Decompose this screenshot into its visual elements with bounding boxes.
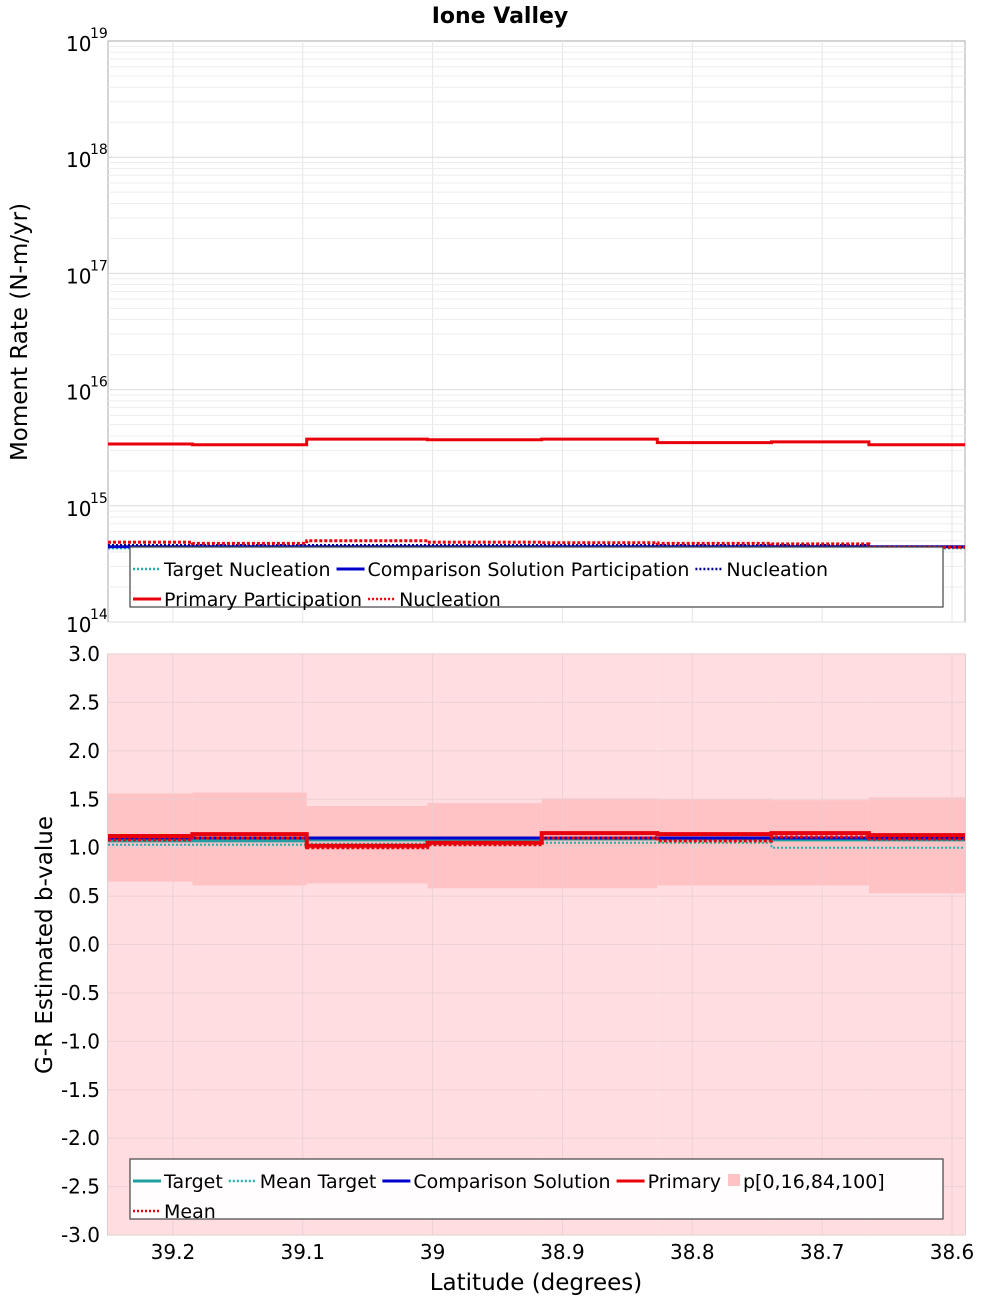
bottom-y-tick-label: 0.5 [68,884,100,908]
top-legend: Target Nucleation Comparison Solution Par… [129,546,944,611]
bottom-y-tick-label: 1.0 [68,836,100,860]
bottom-y-tick-label: 2.5 [68,690,100,714]
top-y-tick-exponent: 18 [90,142,108,158]
legend-entry-label: Mean [164,1201,216,1223]
legend-entry-label: Comparison Solution Participation [368,559,690,581]
bottom-y-tick-label: 3.0 [68,642,100,666]
x-tick-label: 38.7 [800,1240,845,1264]
top-y-tick-base: 10 [66,381,91,405]
x-tick-label: 39.1 [281,1240,326,1264]
top-y-tick-exponent: 17 [90,258,108,274]
chart-title: Ione Valley [432,4,569,29]
bottom-y-tick-label: -1.5 [61,1078,100,1102]
bottom-y-tick-label: 1.5 [68,787,100,811]
top-y-tick-base: 10 [66,32,91,56]
legend-entry-label: Nucleation [726,559,828,581]
x-tick-label: 39.2 [151,1240,196,1264]
legend-swatch-patch [728,1174,740,1186]
x-tick-label: 38.9 [540,1240,585,1264]
legend-entry-label: Target Nucleation [163,559,331,581]
bottom-y-tick-label: -3.0 [61,1223,100,1247]
top-y-tick-base: 10 [66,264,91,288]
bottom-y-tick-label: -2.5 [61,1175,100,1199]
bottom-y-axis-label: G-R Estimated b-value [32,816,58,1074]
bottom-y-tick-label: -1.0 [61,1029,100,1053]
top-plot-area [107,40,966,623]
legend-entry-label: Primary Participation [164,589,362,611]
bottom-legend: Target Mean Target Comparison Solution Prim… [129,1158,944,1223]
bottom-panel: 3.0 2.5 2.0 1.5 1.0 0.5 0.0 -0.5 -1.0 -1.5 -2.0 -2.… [32,642,974,1296]
bottom-y-tick-label: 2.0 [68,739,100,763]
bottom-y-tick-label: -0.5 [61,981,100,1005]
x-tick-label: 38.6 [930,1240,975,1264]
top-series-line [108,539,965,549]
bottom-x-ticks: 39.2 39.1 39 38.9 38.8 38.7 38.6 [151,1240,975,1264]
legend-entry-label: Target [163,1171,223,1193]
top-y-tick-exponent: 15 [90,491,108,507]
top-y-tick-base: 10 [66,148,91,172]
bottom-y-tick-label: -2.0 [61,1126,100,1150]
top-y-axis-label: Moment Rate (N-m/yr) [7,203,33,461]
band-16-84-rect [771,800,869,886]
legend-box [129,546,944,608]
legend-entry-label: Primary [648,1171,721,1193]
legend-entry-label: p[0,16,84,100] [743,1171,885,1193]
top-y-tick-exponent: 16 [90,375,108,391]
bottom-y-ticks: 3.0 2.5 2.0 1.5 1.0 0.5 0.0 -0.5 -1.0 -1.5 -2.0 -2.… [61,642,100,1247]
top-series-line [108,437,965,447]
legend-entry-label: Comparison Solution [413,1171,610,1193]
x-tick-label: 38.8 [670,1240,715,1264]
top-y-tick-exponent: 19 [90,26,108,42]
legend-entry-label: Mean Target [260,1171,377,1193]
top-y-tick-base: 10 [66,497,91,521]
legend-entry-label: Nucleation [399,589,501,611]
bottom-series-group [108,831,965,850]
bottom-grid [108,653,965,1236]
top-y-tick-exponent: 14 [90,607,108,623]
x-axis-label: Latitude (degrees) [430,1270,643,1296]
top-y-tick-base: 10 [66,613,91,637]
legend-box [129,1158,944,1220]
top-grid [108,41,965,623]
band-16-84-rect [868,797,965,894]
bottom-y-tick-label: 0.0 [68,933,100,957]
x-tick-label: 39 [420,1240,445,1264]
bottom-series-line [108,835,965,850]
